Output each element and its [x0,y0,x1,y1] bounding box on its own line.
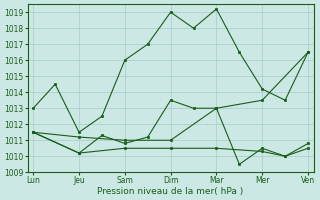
X-axis label: Pression niveau de la mer( hPa ): Pression niveau de la mer( hPa ) [98,187,244,196]
